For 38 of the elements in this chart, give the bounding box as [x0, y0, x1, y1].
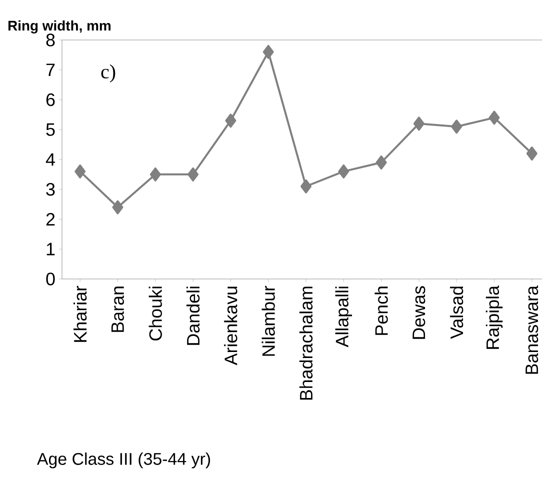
- y-tick-label: 7: [46, 64, 55, 76]
- x-tick-label: Chouki: [148, 286, 162, 340]
- point: [262, 44, 274, 59]
- x-tick-label: Khariar: [73, 286, 87, 342]
- x-tick-label: Allapalli: [335, 286, 352, 348]
- x-tick-label: Pench: [374, 286, 388, 335]
- point: [338, 164, 350, 178]
- annotation: c): [101, 64, 116, 82]
- y-tick-label: 5: [46, 123, 55, 136]
- x-tick-label: Arienkavu: [224, 286, 238, 366]
- x-tick-label: Valsad: [450, 286, 464, 339]
- point: [74, 164, 86, 178]
- x-tick-label: Bhadrachalam: [299, 286, 313, 400]
- y-tick-label: 2: [46, 212, 55, 226]
- y-axis-title: Ring width, mm: [8, 20, 110, 34]
- y-tick-label: 4: [46, 153, 55, 166]
- point: [150, 167, 161, 182]
- point: [413, 116, 424, 131]
- point: [451, 120, 462, 134]
- point: [376, 155, 387, 170]
- x-tick-label: Dewas: [412, 286, 426, 339]
- point: [112, 200, 124, 214]
- point: [526, 146, 538, 161]
- x-axis-title: Age Class III (35-44 yr): [36, 452, 210, 468]
- point: [488, 110, 500, 125]
- x-tick-label: Dandeli: [186, 286, 200, 345]
- y-tick-label: 8: [46, 34, 55, 46]
- y-tick-label: 6: [46, 93, 55, 106]
- x-tick-label: Nilambur: [262, 286, 275, 356]
- y-tick-label: 3: [46, 183, 55, 196]
- point: [225, 114, 236, 128]
- point: [188, 167, 199, 182]
- point: [300, 179, 312, 194]
- y-tick-label: 1: [46, 242, 55, 256]
- y-tick-label: 0: [46, 272, 55, 286]
- x-tick-label: Baran: [111, 286, 124, 332]
- x-tick-label: Banaswara: [526, 286, 538, 374]
- x-tick-label: Rajpipla: [486, 286, 503, 349]
